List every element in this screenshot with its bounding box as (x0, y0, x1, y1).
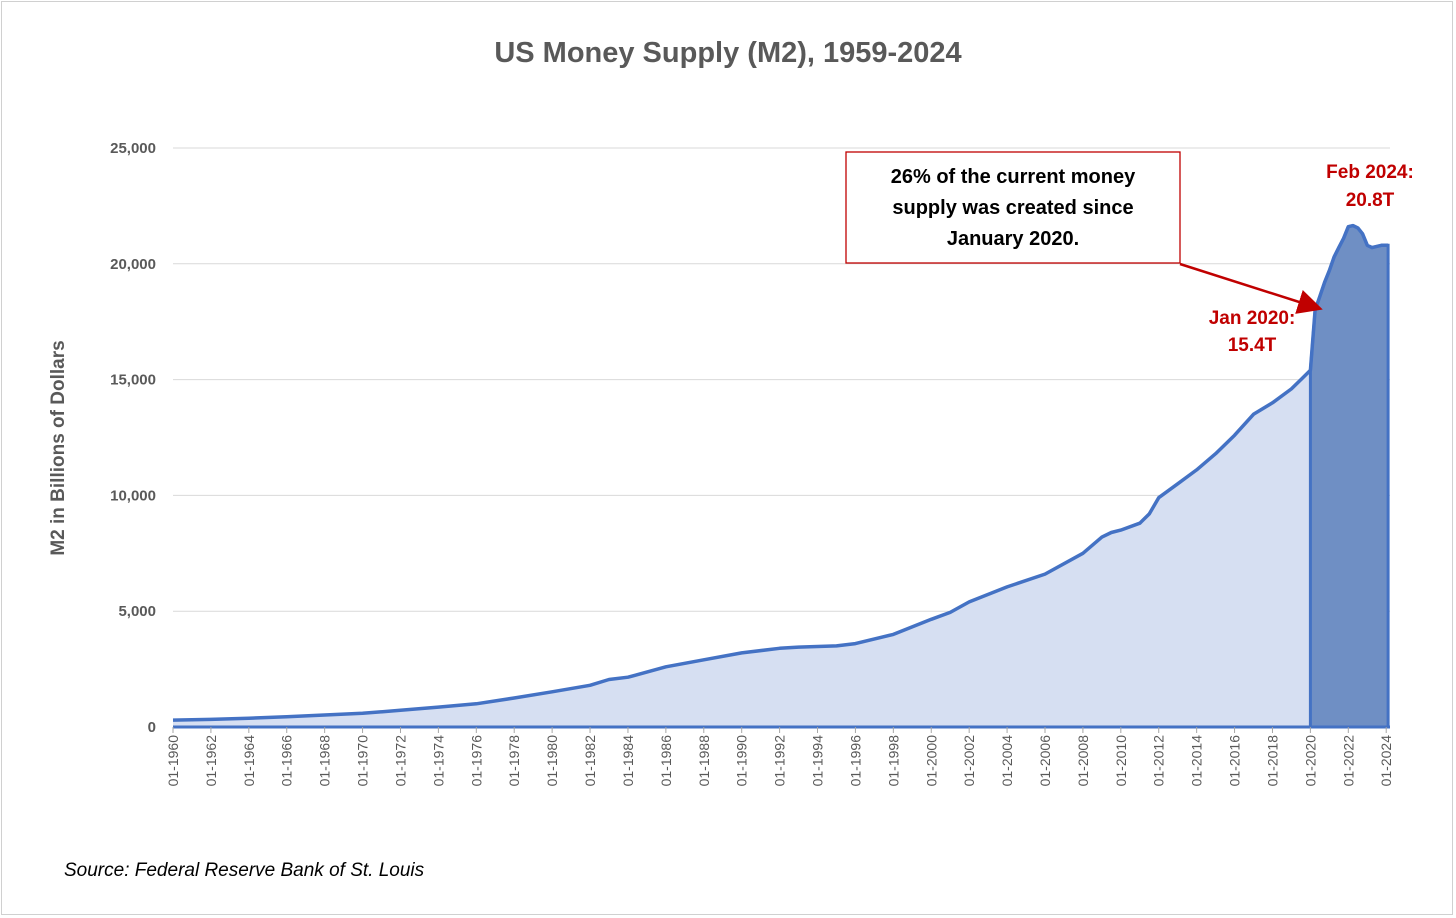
y-tick-label: 10,000 (110, 487, 156, 504)
callout-line-1: 26% of the current money (891, 166, 1136, 188)
feb2024-label-line-1: Feb 2024: (1326, 162, 1414, 183)
y-tick-label: 20,000 (110, 256, 156, 273)
x-tick-label: 01-1986 (658, 735, 674, 787)
y-tick-label: 25,000 (110, 140, 156, 157)
x-tick-label: 01-2016 (1227, 735, 1243, 787)
source-note: Source: Federal Reserve Bank of St. Loui… (64, 860, 425, 881)
x-tick-label: 01-1964 (241, 735, 257, 787)
feb2024-label-line-2: 20.8T (1346, 190, 1395, 211)
y-axis-ticks: 0 5,000 10,000 15,000 20,000 25,000 (110, 140, 156, 736)
x-tick-label: 01-1968 (317, 735, 333, 787)
m2-series-line (172, 223, 1389, 722)
x-tick-label: 01-1996 (847, 735, 863, 787)
x-tick-label: 01-2000 (923, 735, 939, 787)
callout-arrow (1179, 262, 1323, 314)
x-tick-label: 01-1960 (165, 735, 181, 787)
x-tick-label: 01-2010 (1113, 735, 1129, 787)
y-tick-label: 15,000 (110, 372, 156, 389)
x-tick-label: 01-2024 (1378, 735, 1394, 787)
x-tick-label: 01-2002 (961, 735, 977, 787)
x-axis-ticks: 01-1960 01-1962 01-1964 01-1966 01-1968 01-19… (165, 727, 1394, 786)
x-tick-label: 01-2008 (1075, 735, 1091, 787)
x-tick-label: 01-1984 (620, 735, 636, 787)
x-tick-label: 01-2004 (999, 735, 1015, 787)
x-tick-label: 01-1966 (279, 735, 295, 787)
x-tick-label: 01-1998 (885, 735, 901, 787)
y-tick-label: 0 (148, 719, 156, 736)
jan2020-label-line-1: Jan 2020: (1209, 308, 1296, 329)
x-tick-label: 01-2018 (1265, 735, 1281, 787)
x-tick-label: 01-1962 (203, 735, 219, 787)
post-2020-highlight (1308, 224, 1390, 729)
x-tick-label: 01-2020 (1302, 735, 1318, 787)
x-tick-label: 01-2014 (1189, 735, 1205, 787)
x-tick-label: 01-2012 (1151, 735, 1167, 787)
chart-title: US Money Supply (M2), 1959-2024 (494, 37, 961, 69)
x-tick-label: 01-1992 (772, 735, 788, 787)
x-tick-label: 01-1976 (468, 735, 484, 787)
x-tick-label: 01-1978 (506, 735, 522, 787)
x-tick-label: 01-2006 (1037, 735, 1053, 787)
x-tick-label: 01-2022 (1340, 735, 1356, 787)
y-tick-label: 5,000 (118, 603, 156, 620)
x-tick-label: 01-1974 (430, 735, 446, 787)
callout-box: 26% of the current money supply was crea… (845, 151, 1181, 264)
x-tick-label: 01-1980 (544, 735, 560, 787)
x-tick-label: 01-1972 (393, 735, 409, 787)
x-tick-label: 01-1988 (696, 735, 712, 787)
callout-line-2: supply was created since (892, 197, 1133, 219)
x-tick-label: 01-1994 (810, 735, 826, 787)
x-tick-label: 01-1982 (582, 735, 598, 787)
y-axis-label: M2 in Billions of Dollars (48, 340, 69, 555)
callout-line-3: January 2020. (947, 228, 1079, 250)
x-tick-label: 01-1990 (734, 735, 750, 787)
area-fill (173, 225, 1389, 727)
jan2020-label-line-2: 15.4T (1228, 335, 1277, 356)
x-tick-label: 01-1970 (355, 735, 371, 787)
